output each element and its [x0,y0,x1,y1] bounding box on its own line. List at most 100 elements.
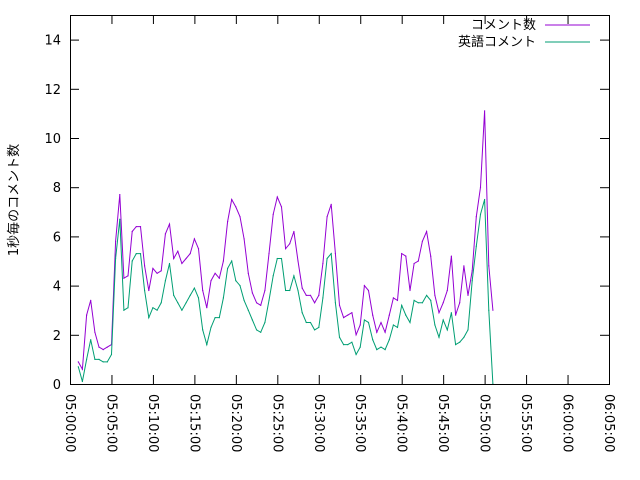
series-1-point-45 [260,304,262,306]
series-1-point-5 [94,331,96,333]
series-2-point-42 [247,309,249,311]
series-1-point-23 [168,223,171,225]
series-1-point-70 [363,285,365,287]
series-1-point-96 [471,270,473,272]
series-1-point-17 [144,265,146,267]
y-tick-label: 12 [44,83,61,98]
series-layer [77,110,494,385]
series-2-point-53 [293,275,295,277]
y-tick-label: 8 [53,181,61,196]
series-2-point-48 [272,275,274,277]
series-2-point-46 [264,321,266,324]
series-2-point-61 [326,257,328,260]
series-1-point-22 [164,233,166,235]
series-1-point-95 [467,294,469,296]
series-2-point-6 [98,358,100,360]
series-1-point-78 [396,299,399,301]
x-tick-label: 05:05:00 [103,394,118,452]
series-2-point-50 [280,257,283,260]
x-tick-label: 05:10:00 [145,394,160,452]
series-2-point-38 [231,260,233,262]
x-tick-label: 05:25:00 [269,394,284,452]
series-2-point-58 [314,329,316,331]
series-2-point-64 [338,336,341,338]
legend: コメント数 英語コメント [458,18,590,50]
x-tick-label: 05:20:00 [228,394,243,452]
series-2-point-52 [289,289,291,292]
series-1-point-89 [442,302,444,304]
series-2-point-32 [206,344,208,346]
x-tick-label: 06:00:00 [560,394,575,452]
series-2-point-62 [330,253,332,255]
series-1-point-58 [314,302,316,304]
series-1-point-50 [280,206,283,208]
series-1-point-38 [231,198,233,201]
series-2-point-87 [434,324,436,326]
series-1-point-99 [484,110,486,112]
series-1-point-79 [401,253,403,255]
series-2-point-18 [148,317,150,319]
series-1-point-28 [189,253,191,255]
series-1-point-7 [102,349,104,351]
series-2-point-76 [388,339,390,341]
series-1-point-64 [338,304,341,306]
series-2-point-82 [413,299,415,301]
series-2-point-24 [173,294,175,296]
series-2-point-84 [421,302,423,304]
series-1-point-51 [285,248,287,250]
series-2-point-30 [197,297,200,299]
series-1-point-4 [90,299,92,301]
series-2-point-96 [471,280,473,282]
series-2-point-75 [384,349,386,351]
series-1-point-59 [318,294,320,296]
series-1-point-56 [305,294,307,296]
series-2-point-7 [102,361,104,363]
series-2-point-94 [463,336,465,338]
series-1-point-36 [222,260,224,262]
series-2-point-21 [160,302,162,304]
series-2-point-100 [488,309,490,311]
series-1-point-93 [459,302,461,304]
x-tick-label: 05:45:00 [435,394,450,452]
series-2-point-51 [285,289,287,292]
series-2-point-67 [351,341,353,343]
series-1-point-24 [173,257,175,260]
series-1-point-37 [227,221,229,223]
series-2-point-74 [380,346,382,348]
series-1-point-32 [206,307,208,309]
series-2-point-39 [235,280,237,282]
series-2-point-9 [110,353,113,356]
y-axis-label: 1秒毎のコメント数 [6,144,22,256]
series-1-point-53 [293,230,295,233]
series-2-point-25 [177,302,179,304]
series-1-point-10 [115,240,117,242]
x-tick-label: 05:00:00 [62,394,77,452]
series-1-point-21 [160,270,162,272]
series-2-point-85 [426,294,428,296]
series-1-point-67 [351,312,353,314]
series-2-point-31 [202,329,204,331]
ticks-layer [70,15,610,385]
series-2-point-10 [115,257,117,260]
series-1-point-14 [131,230,133,233]
series-1-point-77 [392,297,394,299]
series-1-point-55 [301,287,303,289]
series-2-point-8 [106,361,108,363]
series-1-point-84 [421,240,423,242]
series-2-point-34 [214,317,216,319]
series-1-point-20 [156,272,158,274]
series-2-point-49 [276,257,278,260]
series-1-point-73 [376,331,378,333]
series-2-point-37 [227,267,229,269]
series-1-point-92 [455,314,457,316]
series-2-point-12 [123,309,125,311]
series-2-point-29 [193,287,195,289]
series-2-point-55 [301,312,303,314]
series-2-point-57 [309,321,312,324]
series-1-point-68 [355,334,357,336]
series-2-point-59 [318,326,320,328]
series-2-point-1 [77,366,79,368]
series-1-point-65 [343,317,345,319]
series-1-point-43 [251,292,253,294]
